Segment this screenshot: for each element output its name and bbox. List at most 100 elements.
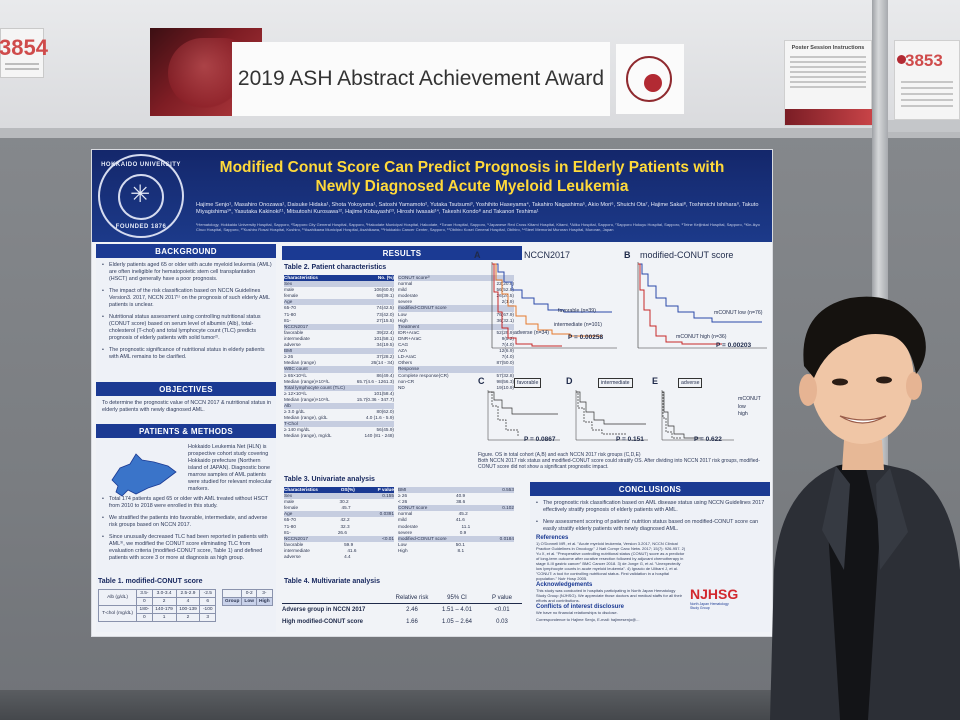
coi-text: We have no financial relationships to di… [536, 610, 618, 615]
table-cell: 65-70 [284, 517, 296, 523]
table-cell: 38.6 [456, 499, 466, 505]
km-caption-detail: Both NCCN 2017 risk status and modified-… [478, 458, 760, 470]
table-cell: CAG [398, 342, 409, 348]
table-cell: intermediate [284, 335, 310, 341]
table-cell: 45.7 [341, 505, 351, 511]
table3-right: BMI 0.553 ≥ 26 40.9 < 26 38.6 CONUT score 0.102… [398, 487, 514, 554]
table-header-cell: OS(%) [340, 487, 355, 492]
table-cell: 65.7(4.6 - 1261.3) [356, 378, 394, 384]
table-row: moderate 26(24.5) [398, 293, 514, 299]
km-plot-a: A NCCN2017 favorable (n=39) intermediate… [472, 248, 622, 368]
table-row: T-Chol [284, 421, 394, 428]
university-name: HOKKAIDO UNIVERSITY [101, 162, 181, 168]
poster-header: HOKKAIDO UNIVERSITY ✳ FOUNDED 1876 Modif… [92, 150, 772, 242]
km-plot-b: B modified-CONUT score mCONUT low (n=76)… [622, 248, 770, 368]
table-cell: Median (range), mg/dL [284, 433, 332, 439]
table-cell: 73(42.0) [376, 311, 394, 317]
km-a-legend-adverse: adverse (n=34) [514, 330, 550, 336]
table-cell: DNR+AraC [398, 335, 422, 341]
methods-bullet: Since unusually decreased TLC had been r… [102, 534, 274, 562]
left-column [96, 246, 276, 632]
table-cell: 30.2 [339, 499, 349, 505]
table-cell: 39(22.4) [376, 329, 394, 335]
table-cell: 0.155 [382, 493, 394, 499]
conclusions-bullet: The prognostic risk classification based… [536, 500, 766, 514]
table-cell: 76(67.9) [496, 311, 514, 317]
km-a-legend-favorable: favorable (n=39) [558, 308, 596, 314]
table-row: Age 0.0391 [284, 511, 394, 518]
table-cell: CONUT score²⁾ [398, 275, 431, 280]
research-poster: HOKKAIDO UNIVERSITY ✳ FOUNDED 1876 Modif… [92, 150, 772, 636]
table4-heading: Table 4. Multivariate analysis [284, 578, 380, 585]
table4-row: Adverse group in NCCN 2017 2.46 1.51 – 4… [282, 607, 510, 613]
table-row: normal 22(20.8) [398, 281, 514, 287]
table2-left: Characteristics No. (%) Sex male 106(60.9) fe… [284, 275, 394, 440]
table-row: 65-70 42.2 [284, 517, 394, 523]
table-row: Alb [284, 402, 394, 410]
table-cell: 0.0391 [379, 511, 394, 517]
table-cell: LD-AraC [398, 354, 417, 360]
table-cell: female [284, 505, 299, 511]
poster-title-line1: Modified Conut Score Can Predict Prognos… [219, 159, 725, 176]
table-cell: 41.6 [347, 547, 357, 553]
km-plot-e: E adverse mCONUT low high P = 0.622 [652, 376, 770, 448]
table-row: Treatment [398, 323, 514, 330]
table-row: Sex [284, 281, 394, 288]
table-row: Median (range) 26(14 - 34) [284, 360, 394, 366]
table-row: < 26 38.6 [398, 499, 514, 505]
table-row: adverse 4.4 [284, 554, 394, 560]
ack-text: This study was conducted in hospitals pa… [536, 588, 682, 603]
methods-intro: Hokkaido Leukemia Net (HLN) is prospecti… [188, 444, 272, 492]
table-row: favorable 59.9 [284, 542, 394, 548]
table-row: CAG 7(4.0) [398, 342, 514, 348]
table-cell: adverse [284, 554, 301, 560]
table-row: ≥ 65×10⁹/L 86(49.4) [284, 373, 394, 379]
km-caption-title: Figure. OS in total cohort (A,B) and eac… [478, 452, 641, 458]
table-cell: 0.553 [502, 487, 514, 492]
table-cell: male [284, 499, 295, 505]
table-row: NCCN2017 [284, 323, 394, 330]
km-c-title: favorable [514, 378, 542, 388]
table-cell: 45.2 [458, 511, 468, 517]
table-cell: Others [398, 360, 413, 366]
objectives-heading: OBJECTIVES [96, 382, 276, 396]
km-e-pvalue: P = 0.622 [694, 436, 722, 443]
table-row: favorable 39(22.4) [284, 330, 394, 336]
left-poster-number-sign: 3854 [0, 28, 48, 78]
star-emblem-icon: ✳ [130, 181, 151, 208]
methods-bullet: Total 174 patients aged 65 or older with… [102, 496, 274, 510]
coi-heading: Conflicts of interest disclosure [536, 604, 625, 610]
table-cell: ≥ 140 mg/dL [284, 427, 311, 433]
table-cell: 0.102 [502, 505, 514, 511]
table-row: female 45.7 [284, 505, 394, 511]
table-header-cell: No. (%) [377, 275, 394, 280]
background-heading: BACKGROUND [96, 244, 276, 258]
table-cell: 26(24.5) [496, 293, 514, 299]
table-cell: 71-80 [284, 311, 296, 317]
table-row: Sex 0.155 [284, 493, 394, 500]
table2-heading: Table 2. Patient characteristics [284, 264, 387, 271]
km-e-curves [661, 390, 734, 441]
objectives-text: To determine the prognostic value of NCC… [102, 400, 271, 413]
poster-title: Modified Conut Score Can Predict Prognos… [192, 158, 752, 196]
table-cell: modified-CONUT score [398, 535, 447, 541]
table-row: BMI 0.553 [398, 487, 514, 494]
table-cell: ≥ 12×10⁹/L [284, 390, 307, 396]
table-cell: normal [398, 281, 413, 287]
methods-heading: PATIENTS & METHODS [96, 424, 276, 438]
table-cell: 40.9 [455, 493, 466, 499]
km-b-label: B [624, 250, 631, 260]
table-cell: ≥ 26 [398, 493, 408, 499]
results-heading: RESULTS [282, 246, 522, 260]
table-cell: 98(56.3) [496, 378, 514, 384]
table-cell: non-CR [398, 378, 415, 384]
km-a-label: A [474, 250, 481, 260]
table-row: Low 50.1 [398, 542, 514, 548]
km-a-legend-intermediate: intermediate (n=101) [554, 322, 603, 328]
table-cell: Median (range)×10⁹/L [284, 378, 330, 384]
table-cell: CONUT score [398, 505, 428, 511]
table-row: ≥ 26 37(28.2) [284, 354, 394, 360]
table-cell: Alb [284, 402, 291, 408]
table-row: intermediate 41.6 [284, 548, 394, 554]
table-cell: male [284, 287, 295, 293]
